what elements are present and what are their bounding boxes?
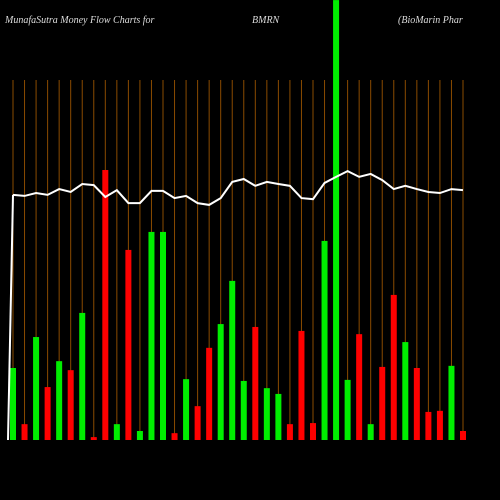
bar: [229, 280, 236, 440]
bar: [113, 424, 120, 440]
bar: [206, 347, 213, 440]
bar: [356, 334, 363, 440]
bars: [10, 0, 466, 441]
bar: [136, 431, 143, 440]
bar: [217, 324, 224, 440]
bar: [436, 410, 443, 440]
bar: [275, 393, 282, 440]
bar: [33, 337, 40, 440]
bar: [67, 370, 74, 440]
bar: [413, 368, 420, 440]
bar: [367, 424, 374, 440]
company: (BioMarin Phar: [398, 15, 463, 26]
chart-title: MunafaSutra Money Flow Charts for: [4, 15, 155, 26]
bar: [240, 380, 247, 440]
bar: [402, 342, 409, 440]
bar: [21, 424, 28, 440]
bar: [102, 170, 109, 440]
line-lead: [7, 194, 14, 441]
bar: [125, 249, 132, 440]
bar: [171, 433, 178, 440]
bar: [194, 406, 201, 440]
bar: [344, 379, 351, 440]
bar: [90, 437, 97, 440]
bar: [10, 368, 16, 440]
bar: [321, 240, 328, 440]
bar: [252, 326, 259, 440]
bar: [183, 379, 190, 440]
bar: [160, 231, 166, 440]
bar: [333, 0, 340, 441]
bar: [286, 424, 293, 440]
bar: [379, 366, 386, 440]
bar: [44, 387, 51, 440]
bar: [79, 312, 86, 440]
bar: [425, 411, 432, 440]
bar: [148, 231, 155, 440]
bar: [460, 431, 466, 440]
bar: [263, 388, 270, 440]
bar: [56, 361, 63, 440]
bar: [448, 365, 455, 440]
bar: [390, 294, 397, 440]
bar: [298, 330, 305, 440]
bar: [310, 423, 316, 440]
symbol: BMRN: [252, 15, 281, 26]
money-flow-line: [12, 169, 464, 206]
